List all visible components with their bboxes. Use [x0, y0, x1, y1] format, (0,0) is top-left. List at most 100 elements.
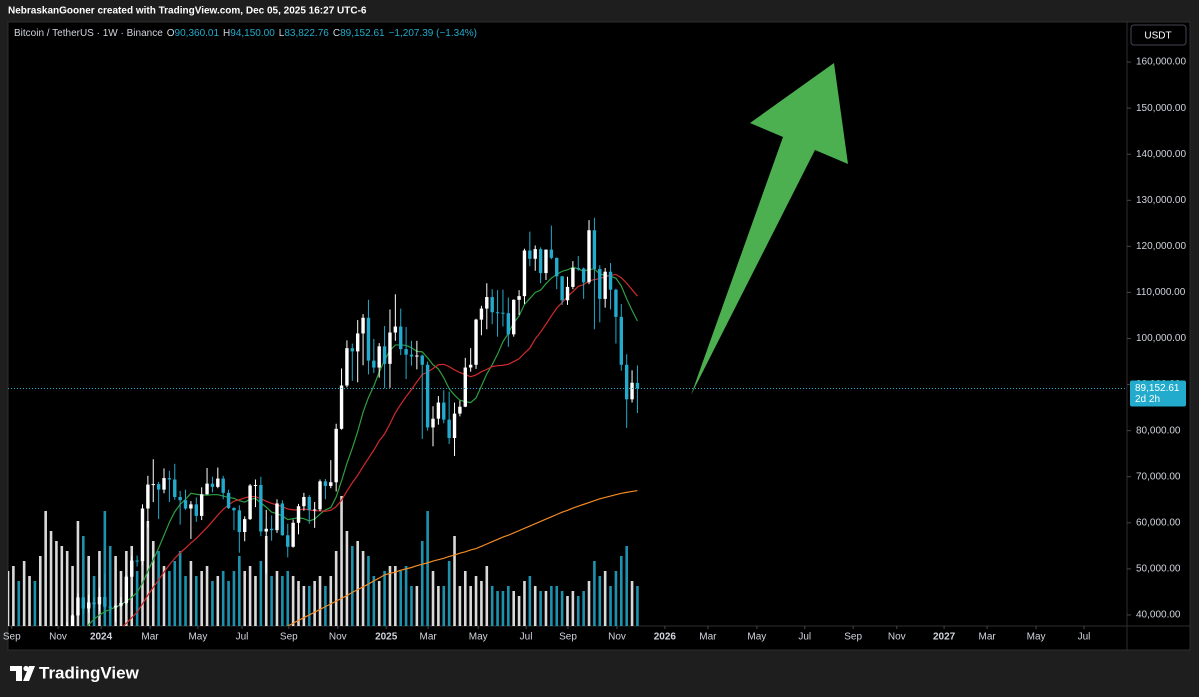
volume-bar: [426, 511, 429, 626]
candle-body: [495, 312, 500, 314]
candle-body: [409, 354, 414, 357]
volume-bar: [87, 556, 90, 626]
volume-bar: [420, 541, 424, 626]
volume-bar: [146, 521, 150, 626]
volume-bar: [205, 566, 209, 626]
ohlc-value: 90,360.01: [175, 28, 220, 39]
candle-body: [388, 332, 392, 364]
candle-body: [70, 615, 75, 626]
brand-logo: [10, 665, 35, 681]
x-tick-label: Nov: [608, 632, 626, 643]
volume-bar: [184, 576, 187, 626]
volume-bar: [157, 551, 160, 626]
volume-bar: [555, 586, 559, 626]
candle-body: [221, 478, 225, 493]
candle-body: [167, 478, 172, 480]
candle-body: [108, 606, 112, 608]
candle-body: [248, 485, 252, 520]
candle-body: [474, 319, 478, 365]
y-tick-label: 80,000.00: [1136, 425, 1181, 436]
candle-body: [533, 249, 537, 259]
volume-bar: [17, 581, 21, 626]
volume-bar: [539, 591, 542, 626]
ohlc-key: H: [223, 28, 230, 39]
x-tick-label: 2026: [654, 632, 677, 643]
candle-body: [517, 296, 521, 300]
volume-bar: [49, 531, 53, 626]
volume-bar: [135, 571, 139, 626]
volume-bar: [410, 586, 413, 626]
candle-body: [199, 494, 204, 516]
volume-bar: [619, 556, 623, 626]
volume-bar: [254, 576, 257, 626]
volume-bar: [587, 581, 591, 626]
y-tick-label: 130,000.00: [1136, 195, 1186, 206]
candle-body: [140, 508, 145, 562]
candle-body: [452, 413, 457, 439]
volume-bar: [286, 571, 290, 626]
volume-bar: [307, 586, 311, 626]
candle-body: [173, 479, 177, 497]
candle-body: [86, 602, 91, 609]
volume-bar: [281, 576, 284, 626]
volume-bar: [383, 571, 386, 626]
volume-bar: [8, 571, 10, 626]
volume-bar: [480, 581, 483, 626]
volume-bar: [313, 581, 316, 626]
currency-button[interactable]: [1130, 24, 1187, 46]
candle-body: [296, 506, 301, 523]
volume-bar: [533, 586, 537, 626]
volume-bar: [108, 546, 112, 626]
x-tick-label: Jul: [236, 632, 249, 643]
candle-body: [162, 478, 166, 490]
candle-body: [581, 268, 586, 283]
candle-body: [334, 428, 338, 483]
candle-body: [630, 382, 634, 400]
volume-bar: [178, 551, 182, 626]
volume-bar: [248, 566, 252, 626]
ohlc-key: O: [167, 28, 175, 39]
volume-bar: [151, 541, 155, 626]
x-tick-label: Jul: [798, 632, 811, 643]
volume-bar: [404, 566, 408, 626]
volume-bar: [453, 536, 456, 626]
moving-average: [86, 266, 638, 626]
candle-body: [544, 249, 548, 274]
countdown: 2d 2h: [1135, 394, 1160, 405]
volume-bar: [71, 566, 74, 626]
volume-bar: [168, 571, 171, 626]
volume-bar: [614, 571, 618, 626]
volume-bar: [329, 576, 333, 626]
volume-bar: [399, 571, 403, 626]
candle-body: [619, 316, 623, 365]
volume-bar: [560, 591, 564, 626]
candle-body: [479, 308, 484, 320]
logo-part: [10, 666, 22, 681]
volume-bar: [232, 571, 236, 626]
legend: Bitcoin / TetherUS · 1W · Binance O90,360…: [14, 28, 477, 39]
candle-body: [275, 503, 279, 531]
candle-body: [135, 560, 139, 562]
volume-bar: [625, 546, 628, 626]
candle-body: [490, 297, 494, 313]
volume-bar: [189, 561, 193, 626]
x-tick-label: Sep: [559, 632, 577, 643]
last-price-tag: [1130, 380, 1186, 407]
volume-bar: [76, 521, 80, 626]
volume-bar: [463, 571, 467, 626]
x-tick-label: 2024: [90, 632, 113, 643]
currency[interactable]: USDT: [1144, 31, 1171, 42]
change: −1,207.39 (−1.34%): [389, 28, 477, 39]
volume-bar: [372, 576, 376, 626]
candle-body: [189, 504, 193, 509]
x-tick-label: Mar: [699, 632, 717, 643]
volume-bar: [103, 511, 107, 626]
candle-body: [151, 484, 155, 486]
candle-body: [323, 481, 328, 486]
x-tick-label: Mar: [420, 632, 438, 643]
candle-body: [598, 268, 602, 299]
volume-bar: [431, 571, 435, 626]
last-price-label: 89,152.61: [1135, 383, 1180, 394]
candle-body: [253, 485, 258, 487]
